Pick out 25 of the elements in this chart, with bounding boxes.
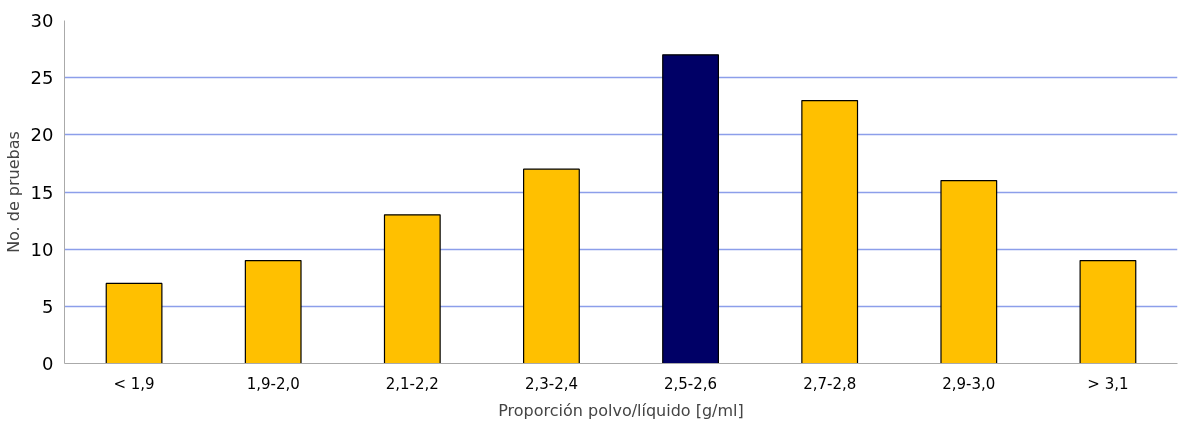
y-axis-title: No. de pruebas [3, 131, 23, 253]
bar [383, 214, 441, 364]
y-tick-label: 20 [30, 124, 54, 146]
x-tick-label: 1,9-2,0 [246, 374, 300, 393]
bar [1079, 260, 1137, 364]
y-tick-label: 0 [42, 353, 54, 374]
x-tick-label: 2,5-2,6 [664, 374, 718, 393]
x-tick-label: 2,9-3,0 [942, 374, 996, 393]
y-tick-label: 30 [30, 10, 54, 31]
x-axis-title: Proporción polvo/líquido [g/ml] [498, 400, 744, 420]
x-tick-label: 2,3-2,4 [524, 374, 578, 393]
x-tick-label: < 1,9 [113, 374, 155, 393]
bar [244, 260, 302, 364]
y-tick-label: 5 [42, 295, 54, 317]
y-tick-label: 15 [30, 181, 54, 203]
bar [662, 54, 719, 364]
x-tick-label: 2,1-2,2 [385, 374, 439, 393]
bar [940, 179, 998, 364]
bar [801, 99, 859, 364]
x-tick-label: > 3,1 [1087, 374, 1129, 393]
y-tick-label: 10 [30, 238, 54, 260]
bar [523, 168, 580, 364]
y-tick-label: 25 [30, 67, 54, 89]
x-tick-label: 2,7-2,8 [803, 374, 857, 393]
bar [105, 282, 163, 364]
